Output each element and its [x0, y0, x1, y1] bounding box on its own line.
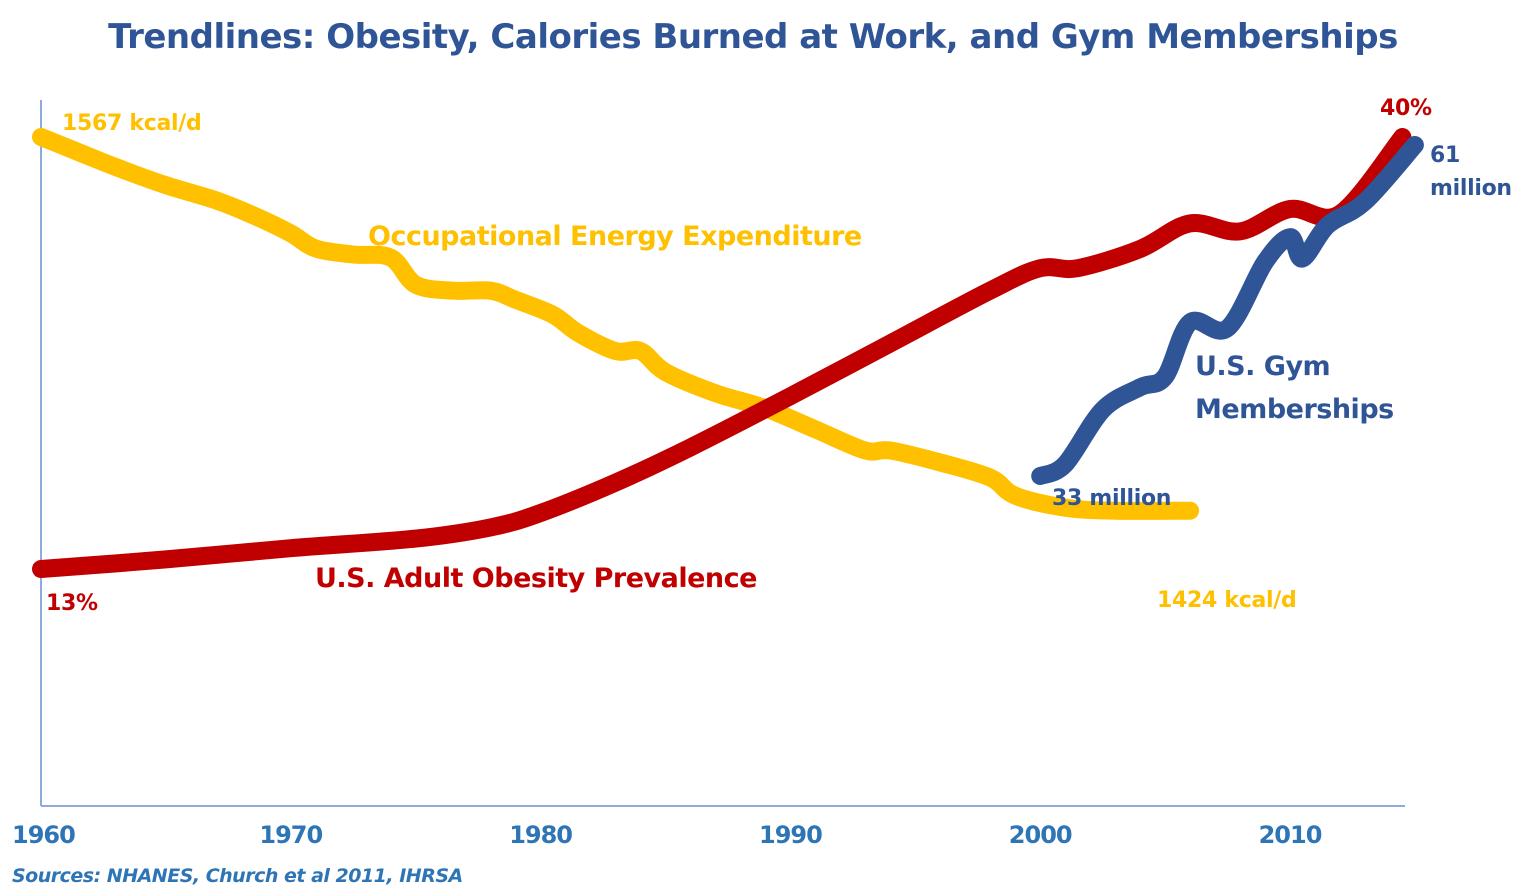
energy-start-label: 1567 kcal/d	[62, 111, 201, 136]
source-note: Sources: NHANES, Church et al 2011, IHRS…	[12, 865, 463, 887]
x-tick-label: 1970	[259, 821, 322, 849]
gym-end-label-line2: million	[1430, 176, 1512, 201]
series-line-gym	[1031, 136, 1424, 485]
gym-start-label: 33 million	[1052, 486, 1171, 511]
energy-end-label: 1424 kcal/d	[1157, 588, 1296, 613]
series-name-obesity: U.S. Adult Obesity Prevalence	[315, 563, 757, 594]
x-tick-label: 2000	[1009, 821, 1072, 849]
chart-title: Trendlines: Obesity, Calories Burned at …	[108, 17, 1398, 57]
x-tick-label: 2010	[1259, 821, 1322, 849]
x-tick-labels: 1960 1970 1980 1990 2000 2010	[12, 821, 1323, 849]
x-tick-label: 1990	[759, 821, 822, 849]
series-name-gym-line2: Memberships	[1195, 394, 1394, 425]
series-line-obesity	[32, 128, 1412, 578]
series-name-energy: Occupational Energy Expenditure	[368, 221, 862, 252]
x-tick-label: 1980	[509, 821, 572, 849]
series-name-gym-line1: U.S. Gym	[1195, 351, 1330, 382]
x-tick-label: 1960	[12, 821, 75, 849]
series-lines	[32, 128, 1424, 578]
obesity-end-label: 40%	[1380, 96, 1432, 121]
gym-end-label-line1: 61	[1430, 143, 1460, 168]
series-line-energy	[32, 128, 1200, 520]
obesity-start-label: 13%	[46, 591, 98, 616]
